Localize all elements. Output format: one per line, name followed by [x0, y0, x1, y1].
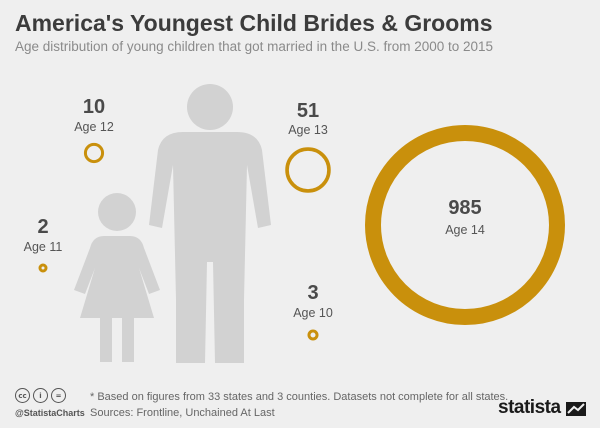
category-label: Age 10 — [293, 306, 333, 320]
statista-logo[interactable]: statista — [498, 397, 561, 418]
license-icons: cc i = — [15, 388, 66, 403]
chart-subtitle: Age distribution of young children that … — [15, 39, 494, 54]
adult-figure-icon — [149, 84, 271, 363]
category-label: Age 14 — [445, 223, 485, 237]
data-label: 10 — [83, 96, 105, 118]
bubble-ring — [285, 147, 331, 193]
creative-commons-icon: cc — [15, 388, 30, 403]
category-label: Age 12 — [74, 120, 114, 134]
sources: Sources: Frontline, Unchained At Last — [90, 407, 275, 419]
category-label: Age 13 — [288, 123, 328, 137]
twitter-handle[interactable]: @StatistaCharts — [15, 408, 85, 418]
bubble-ring — [83, 142, 105, 164]
statista-logo-icon — [566, 402, 586, 416]
bubble-ring — [307, 329, 319, 341]
no-derivatives-icon: = — [51, 388, 66, 403]
attribution-icon: i — [33, 388, 48, 403]
data-label: 51 — [297, 100, 319, 122]
bubble-ring — [38, 263, 48, 273]
footnote: * Based on figures from 33 states and 3 … — [90, 391, 509, 403]
data-label: 2 — [37, 216, 48, 238]
child-figure-icon — [74, 193, 160, 362]
bubble-ring — [365, 125, 565, 325]
chart-title: America's Youngest Child Brides & Grooms — [15, 10, 493, 36]
footer: cc i = @StatistaCharts * Based on figure… — [0, 380, 600, 428]
category-label: Age 11 — [24, 240, 63, 254]
data-label: 3 — [307, 282, 318, 304]
data-label: 985 — [448, 197, 481, 219]
